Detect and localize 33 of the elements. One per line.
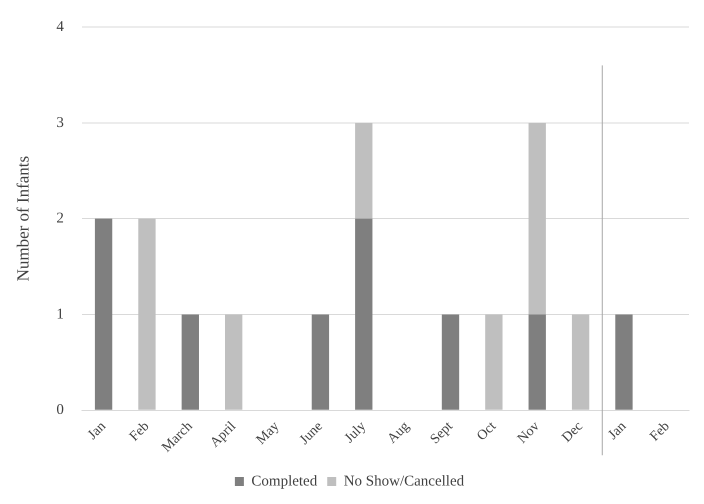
x-tick-label: Feb bbox=[126, 419, 152, 444]
y-tick-label: 0 bbox=[56, 402, 64, 418]
bar bbox=[182, 314, 199, 410]
x-tick-label: June bbox=[297, 419, 326, 448]
bar bbox=[442, 314, 460, 410]
bar bbox=[528, 314, 546, 410]
x-tick-label: Dec bbox=[559, 419, 586, 446]
y-axis-title: Number of Infants bbox=[14, 156, 33, 282]
y-tick-label: 2 bbox=[56, 210, 64, 227]
x-tick-label: Jan bbox=[606, 419, 630, 443]
x-tick-label: Jan bbox=[85, 419, 110, 443]
x-tick-label: Oct bbox=[474, 418, 500, 444]
legend-label: No Show/Cancelled bbox=[344, 473, 465, 490]
x-tick-label: Aug bbox=[384, 419, 413, 447]
y-tick-label: 4 bbox=[56, 18, 64, 35]
bar bbox=[355, 218, 372, 410]
bar bbox=[485, 314, 503, 410]
bar bbox=[572, 314, 590, 410]
bar bbox=[615, 314, 633, 410]
bar bbox=[312, 314, 330, 410]
bar bbox=[355, 122, 372, 219]
legend-label: Completed bbox=[251, 473, 318, 490]
y-tick-label: 3 bbox=[56, 114, 64, 131]
bar bbox=[94, 218, 112, 410]
x-tick-label: July bbox=[342, 419, 370, 446]
x-tick-label: Feb bbox=[647, 419, 673, 444]
x-tick-label: May bbox=[254, 419, 282, 448]
bar bbox=[138, 218, 156, 410]
y-tick-label: 1 bbox=[56, 306, 64, 322]
x-tick-label: Nov bbox=[514, 419, 543, 447]
bar bbox=[528, 122, 546, 314]
bar bbox=[225, 314, 242, 410]
x-tick-label: Sept bbox=[428, 418, 456, 448]
